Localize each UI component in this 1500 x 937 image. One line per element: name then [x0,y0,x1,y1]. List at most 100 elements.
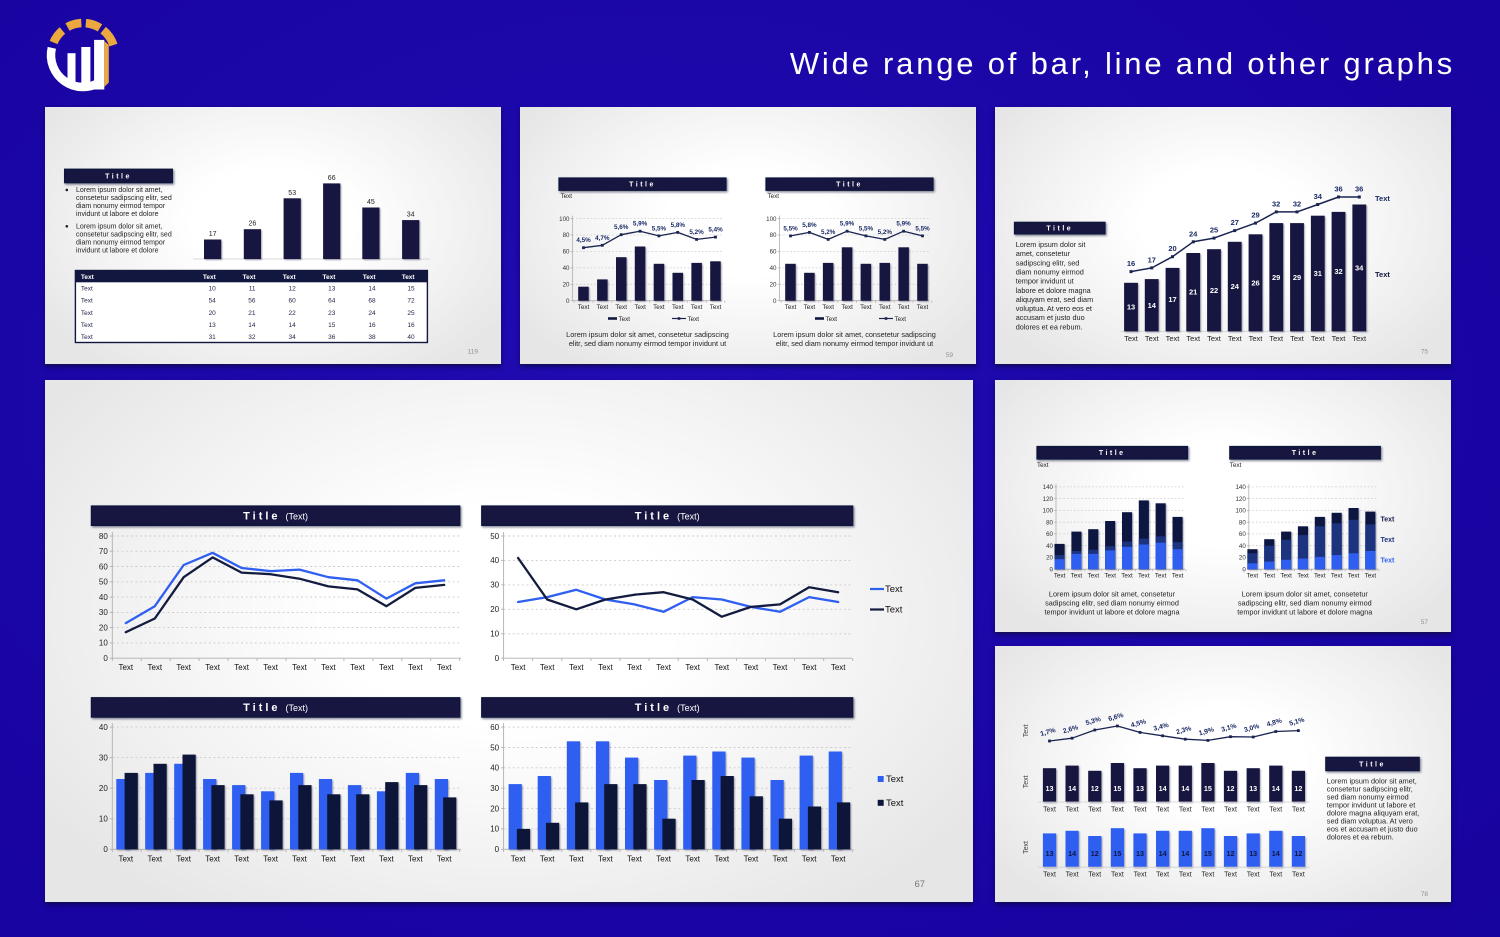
svg-text:22: 22 [288,310,296,317]
svg-text:Text: Text [147,854,162,863]
svg-text:Text: Text [773,854,788,863]
svg-text:Text: Text [1352,334,1367,343]
svg-text:13: 13 [328,286,336,293]
svg-text:5,2%: 5,2% [878,229,893,236]
svg-text:accusam et justo duo: accusam et justo duo [1016,313,1085,322]
svg-text:Text: Text [1269,807,1282,814]
svg-text:Text: Text [744,854,759,863]
svg-text:5,8%: 5,8% [802,222,817,229]
svg-text:29: 29 [1251,211,1259,220]
svg-text:13: 13 [1136,849,1144,858]
svg-text:Title: Title [105,173,132,180]
svg-text:75: 75 [1421,349,1429,356]
svg-text:Text: Text [1156,807,1169,814]
svg-text:Text: Text [203,274,217,281]
svg-text:32: 32 [1334,267,1342,276]
svg-text:Text: Text [81,310,93,317]
svg-text:Text: Text [1280,573,1292,580]
svg-text:12: 12 [1294,784,1302,793]
svg-text:dolore magna aliquyam erat,: dolore magna aliquyam erat, [1327,809,1419,818]
svg-text:Text: Text [569,663,584,672]
svg-text:Text: Text [1156,872,1169,879]
svg-text:Text: Text [653,304,665,311]
svg-text:Text: Text [656,663,671,672]
svg-text:12: 12 [1227,849,1235,858]
svg-text:Text: Text [1121,573,1133,580]
svg-text:14: 14 [248,322,256,329]
svg-text:dolores et ea rebum.: dolores et ea rebum. [1016,322,1083,331]
svg-text:Text: Text [1155,573,1167,580]
svg-text:70: 70 [99,547,108,556]
svg-text:20: 20 [490,804,499,813]
svg-text:60: 60 [99,562,108,571]
svg-text:40: 40 [1239,543,1246,550]
svg-text:40: 40 [99,723,108,732]
svg-text:Title(Text): Title (Text) [635,702,700,714]
svg-text:Text: Text [1037,462,1049,469]
svg-text:Text: Text [898,304,910,311]
svg-text:Text: Text [1297,573,1309,580]
svg-text:30: 30 [99,753,108,762]
svg-text:Text: Text [1348,573,1360,580]
svg-text:15: 15 [328,322,336,329]
svg-text:20: 20 [1168,244,1176,253]
svg-text:10: 10 [490,825,499,834]
svg-text:Text: Text [176,663,191,672]
svg-text:14: 14 [1068,784,1076,793]
svg-text:17: 17 [1148,255,1156,264]
svg-text:Text: Text [402,274,416,281]
svg-text:60: 60 [288,298,296,305]
svg-text:diam nonumy eirmod tempor: diam nonumy eirmod tempor [76,239,166,246]
svg-text:22: 22 [1210,286,1218,295]
svg-text:38: 38 [368,334,376,341]
svg-text:Text: Text [1043,807,1056,814]
svg-text:Text: Text [768,193,780,200]
svg-text:Text: Text [118,663,133,672]
svg-text:Text: Text [1292,807,1305,814]
svg-text:14: 14 [1181,784,1189,793]
svg-text:5,6%: 5,6% [614,224,629,231]
svg-text:labore et dolore magna: labore et dolore magna [1016,286,1092,295]
svg-text:Lorem ipsum dolor sit amet,: Lorem ipsum dolor sit amet, [1327,776,1417,785]
svg-text:Text: Text [205,854,220,863]
svg-text:Text: Text [1088,573,1100,580]
svg-text:Text: Text [710,304,722,311]
svg-text:27: 27 [1231,218,1239,227]
svg-text:10: 10 [99,815,108,824]
svg-text:5,1%: 5,1% [1289,717,1306,728]
svg-text:Text: Text [831,854,846,863]
svg-text:34: 34 [407,212,415,219]
svg-text:Text: Text [511,663,526,672]
svg-text:1,9%: 1,9% [1198,726,1215,737]
svg-text:Text: Text [408,854,423,863]
svg-text:Text: Text [685,663,700,672]
svg-text:4,5%: 4,5% [576,237,591,244]
svg-text:Text: Text [561,193,573,200]
svg-text:40: 40 [99,593,108,602]
svg-text:Lorem ipsum dolor sit amet, co: Lorem ipsum dolor sit amet, consetetur [1242,589,1369,598]
svg-text:sadipscing elitr, sed diam non: sadipscing elitr, sed diam nonumy eirmod [1238,599,1372,608]
svg-text:50: 50 [490,743,499,752]
svg-text:31: 31 [209,334,217,341]
svg-text:60: 60 [563,249,570,256]
svg-text:140: 140 [1043,484,1054,491]
svg-text:119: 119 [468,349,479,356]
svg-text:Text: Text [1249,334,1264,343]
svg-text:Text: Text [1381,517,1396,524]
svg-text:Title(Text): Title (Text) [635,511,700,523]
svg-text:Text: Text [1247,872,1260,879]
svg-text:Text: Text [627,854,642,863]
svg-text:Text: Text [1066,807,1079,814]
svg-text:20: 20 [563,282,570,289]
svg-text:0: 0 [773,298,777,305]
svg-text:sadipscing elitr, sed: sadipscing elitr, sed [1016,258,1080,267]
svg-text:100: 100 [1235,508,1246,515]
svg-text:31: 31 [1314,269,1322,278]
svg-text:Text: Text [321,663,336,672]
svg-text:Text: Text [350,663,365,672]
svg-text:Lorem ipsum dolor sit amet, co: Lorem ipsum dolor sit amet, consetetur s… [773,330,936,339]
svg-text:Text: Text [437,663,452,672]
svg-text:Text: Text [1224,872,1237,879]
svg-text:24: 24 [1189,229,1198,238]
svg-text:Text: Text [205,663,220,672]
